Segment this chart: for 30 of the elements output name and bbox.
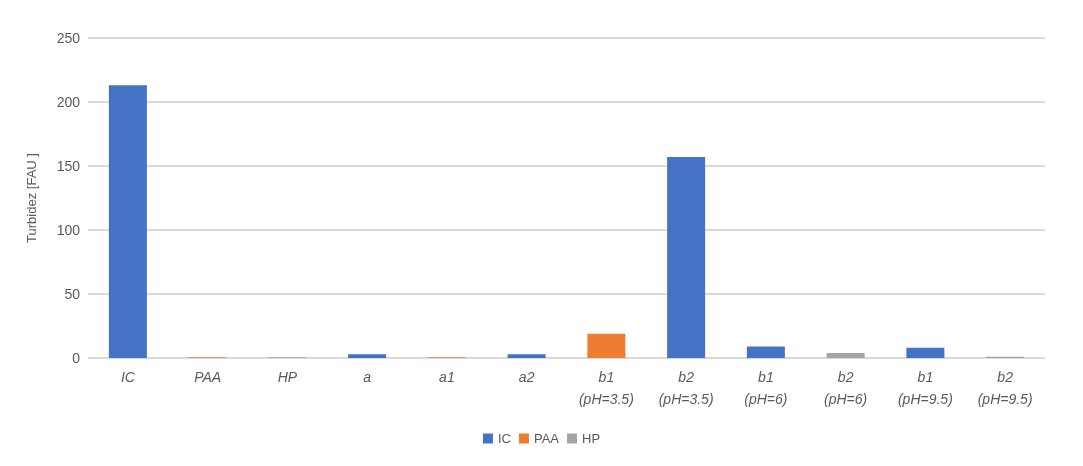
legend-label: HP [581,431,601,446]
x-tick-label: HP [277,369,298,385]
bar [746,346,785,358]
x-tick-label: a2 [518,369,535,385]
bar [667,157,706,358]
x-tick-label: b1 (pH=6) [744,369,788,407]
legend-label: IC [497,431,511,446]
x-tick-label: IC [120,369,136,385]
bar [108,85,147,358]
y-tick-label: 150 [56,158,81,174]
x-tick-label: a [363,369,372,385]
y-tick-label: 50 [64,286,81,302]
y-tick-label: 250 [56,30,81,46]
bar [507,354,546,358]
y-tick-label: 200 [56,94,81,110]
x-tick-label: b2 (pH=9.5) [977,369,1033,407]
bar [906,347,945,358]
bar [348,354,387,358]
bar [826,352,865,358]
y-tick-label: 0 [72,350,81,366]
x-tick-label: b2 (pH=3.5) [658,369,714,407]
x-tick-label: a1 [439,369,455,385]
y-axis-title: Turbidez [FAU ] [24,153,39,243]
x-tick-label: b2 (pH=6) [824,369,868,407]
legend-label: PAA [533,431,560,446]
bar [587,333,626,358]
x-tick-label: PAA [194,369,222,385]
y-tick-label: 100 [56,222,81,238]
x-tick-label: b1 (pH=3.5) [578,369,634,407]
x-tick-label: b1 (pH=9.5) [897,369,953,407]
